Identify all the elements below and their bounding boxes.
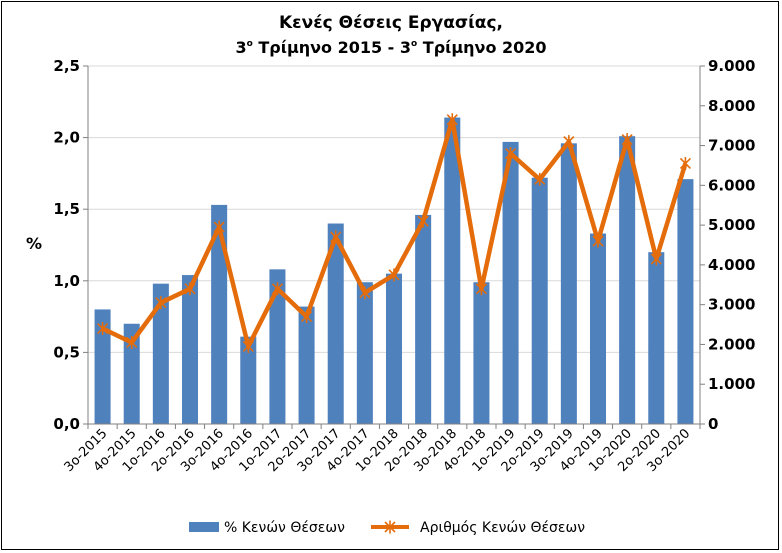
line-point: [505, 147, 517, 161]
bar: [240, 336, 257, 424]
axes: [83, 65, 705, 429]
bar: [356, 282, 373, 424]
bar: [677, 179, 694, 424]
chart-title-line2: 3ο Τρίμηνο 2015 - 3ο Τρίμηνο 2020: [235, 38, 546, 57]
line-point: [126, 335, 138, 349]
line-point: [359, 286, 371, 300]
y-tick-label: 2,5: [53, 57, 80, 75]
bar: [123, 323, 140, 424]
line-point: [271, 282, 283, 296]
bar: [648, 252, 665, 424]
y2-tick-label: 0: [708, 415, 718, 433]
line-point: [184, 282, 196, 296]
y-tick-labels: 0,0 0,5 1,0 1,5 2,0 2,5: [53, 57, 80, 433]
bar: [589, 233, 607, 424]
line-point: [592, 234, 604, 248]
y-tick-label: 0,0: [53, 415, 80, 433]
chart-title-line1: Κενές Θέσεις Εργασίας,: [279, 13, 503, 33]
legend-swatch-bar: [189, 522, 219, 532]
line-point: [563, 135, 575, 149]
y2-tick-labels: 0 1.000 2.000 3.000 4.000 5.000 6.000 7.000 8.00…: [708, 57, 755, 433]
line-point: [650, 252, 662, 266]
legend-label-bar: % Κενών Θέσεων: [224, 520, 345, 536]
line-point: [475, 282, 487, 296]
bar: [560, 143, 577, 424]
y2-tick-label: 2.000: [708, 335, 755, 353]
y-tick-label: 1,5: [53, 200, 80, 218]
y2-tick-label: 9.000: [708, 57, 755, 75]
y2-tick-label: 4.000: [708, 256, 755, 274]
bar-series: [94, 117, 694, 424]
line-point: [679, 156, 691, 170]
legend-label-line: Αριθμός Κενών Θέσεων: [420, 520, 585, 536]
line-point: [330, 230, 342, 244]
y-axis-label: %: [26, 234, 42, 253]
bar: [181, 275, 199, 424]
x-tick-labels: 3ο-20154ο-20151ο-20162ο-20163ο-20164ο-20…: [62, 426, 694, 475]
bar: [94, 309, 111, 424]
line-point: [97, 322, 109, 336]
y2-tick-label: 1.000: [708, 375, 755, 393]
line-point: [534, 172, 546, 186]
line-point: [388, 268, 400, 282]
bar: [502, 141, 519, 424]
y2-tick-label: 7.000: [708, 137, 755, 155]
line-point: [446, 113, 458, 127]
y2-tick-label: 3.000: [708, 296, 755, 314]
line-point: [213, 220, 225, 234]
bar: [415, 214, 432, 424]
line-point: [301, 310, 313, 324]
line-point: [417, 214, 429, 228]
bar: [473, 282, 490, 424]
line-point: [242, 339, 254, 353]
legend: % Κενών Θέσεων Αριθμός Κενών Θέσεων: [189, 520, 585, 536]
bar: [385, 273, 403, 424]
bar: [531, 177, 548, 424]
bar: [327, 223, 344, 424]
bar: [444, 117, 461, 424]
line-point: [621, 133, 633, 147]
line-point: [155, 296, 167, 310]
bar: [152, 283, 169, 424]
bar: [269, 269, 286, 424]
y2-tick-label: 8.000: [708, 97, 755, 115]
bar: [298, 306, 315, 424]
legend-swatch-marker: [384, 520, 396, 534]
y-tick-label: 1,0: [53, 272, 80, 290]
bar: [211, 204, 228, 424]
y2-tick-label: 5.000: [708, 216, 755, 234]
legend-marker: [384, 520, 396, 534]
y-tick-label: 2,0: [53, 129, 80, 147]
y2-tick-label: 6.000: [708, 176, 755, 194]
line-series: [97, 113, 691, 353]
bar: [619, 136, 636, 424]
y-tick-label: 0,5: [53, 343, 80, 361]
